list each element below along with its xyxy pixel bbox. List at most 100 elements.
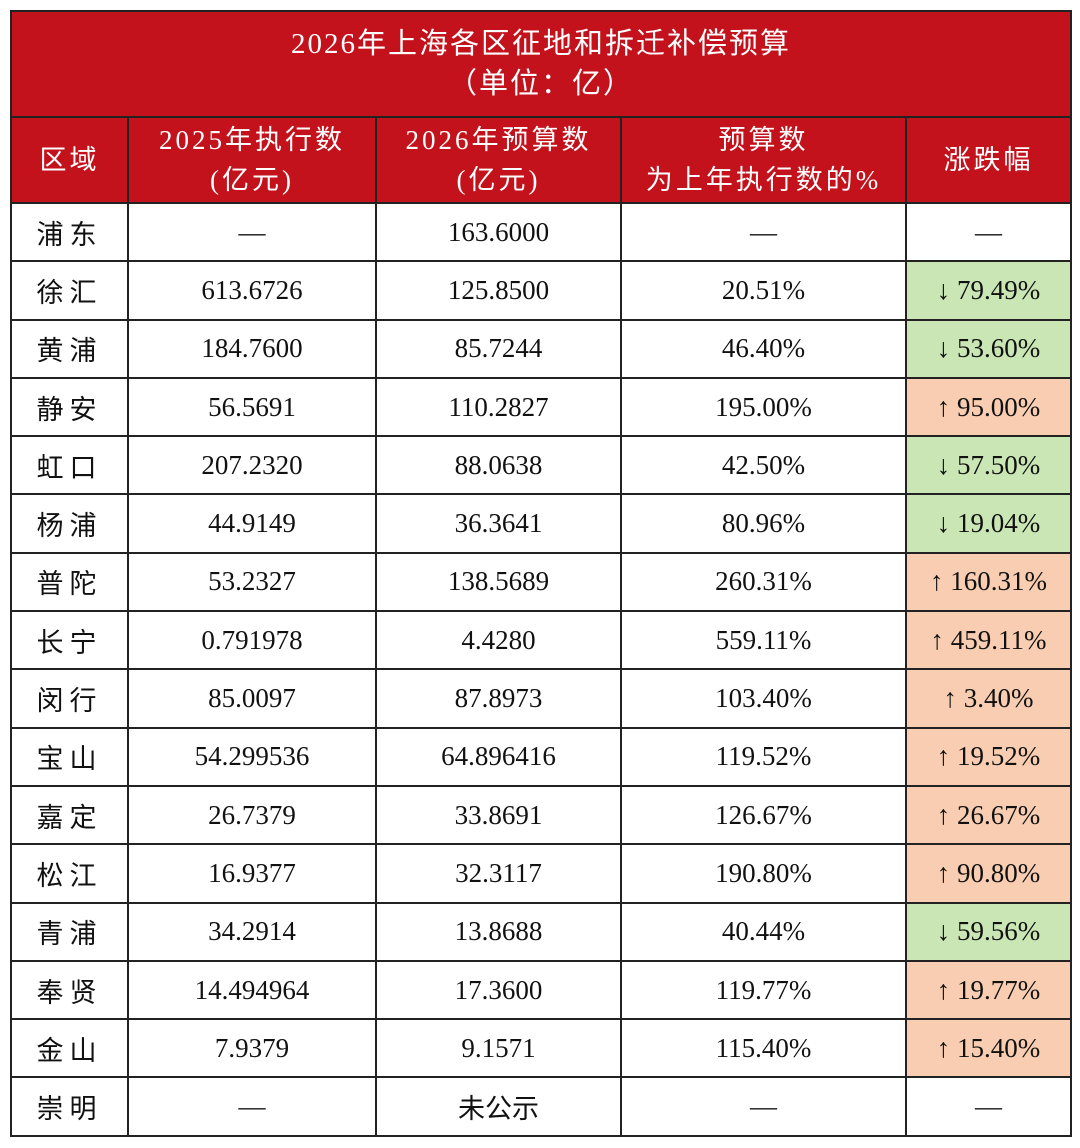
title-cell: 2026年上海各区征地和拆迁补偿预算 （单位：亿） <box>9 10 1073 118</box>
value-cell: 190.80% <box>620 843 907 904</box>
data-row: 奉贤 14.494964 17.3600 119.77% ↑ 19.77% <box>10 959 1073 1021</box>
value-cell: 13.8688 <box>375 901 622 962</box>
value-cell: ↑ 15.40% <box>904 1018 1073 1079</box>
value-cell: 0.791978 <box>127 610 377 671</box>
budget-table: 2026年上海各区征地和拆迁补偿预算 （单位：亿） 区域 2025年执行数 (亿元)… <box>9 10 1073 1137</box>
value-cell: 119.52% <box>620 726 907 787</box>
value-cell: 40.44% <box>620 901 907 962</box>
data-row: 杨浦 44.9149 36.3641 80.96% ↓ 19.04% <box>10 493 1073 554</box>
value-cell: 54.299536 <box>127 726 377 787</box>
header-text: 区域 <box>39 145 100 175</box>
value-cell: 88.0638 <box>375 435 622 496</box>
value-cell: 85.0097 <box>127 668 377 729</box>
data-row: 黄浦 184.7600 85.7244 46.40% ↓ 53.60% <box>10 318 1073 379</box>
value-cell: 64.896416 <box>375 726 622 787</box>
value-cell: 184.7600 <box>127 318 377 379</box>
value-cell: 42.50% <box>620 435 907 496</box>
data-row: 金山 7.9379 9.1571 115.40% ↑ 15.40% <box>10 1018 1073 1079</box>
value-cell: ↑ 90.80% <box>904 843 1073 904</box>
value-cell: 126.67% <box>620 784 907 846</box>
district-cell: 闵行 <box>10 668 129 729</box>
value-cell: 16.9377 <box>127 843 377 904</box>
district-cell: 崇明 <box>10 1076 129 1137</box>
value-cell: ↑ 26.67% <box>904 784 1073 846</box>
header-text: 2026年预算数 <box>405 125 592 155</box>
value-cell: ↑ 160.31% <box>904 551 1073 613</box>
unit: （单位：亿） <box>448 68 635 100</box>
header-text: (亿元) <box>210 165 294 195</box>
data-row: 徐汇 613.6726 125.8500 20.51% ↓ 79.49% <box>10 260 1073 321</box>
value-cell: — <box>904 201 1073 263</box>
data-row: 长宁 0.791978 4.4280 559.11% ↑ 459.11% <box>10 610 1073 671</box>
value-cell: 103.40% <box>620 668 907 729</box>
value-cell: 46.40% <box>620 318 907 379</box>
header-text: 预算数 <box>718 125 809 155</box>
value-cell: 14.494964 <box>127 959 377 1021</box>
title: 2026年上海各区征地和拆迁补偿预算 <box>291 28 792 60</box>
value-cell: 195.00% <box>620 376 907 438</box>
value-cell: 44.9149 <box>127 493 377 554</box>
header-text: 涨跌幅 <box>943 145 1034 175</box>
value-cell: 53.2327 <box>127 551 377 613</box>
data-row: 浦东 —163.6000— — <box>10 201 1073 263</box>
value-cell: 163.6000 <box>375 201 622 263</box>
value-cell: 4.4280 <box>375 610 622 671</box>
value-cell: 260.31% <box>620 551 907 613</box>
data-row: 静安 56.5691 110.2827 195.00% ↑ 95.00% <box>10 376 1073 438</box>
value-cell: ↑ 95.00% <box>904 376 1073 438</box>
value-cell: 559.11% <box>620 610 907 671</box>
district-cell: 长宁 <box>10 610 129 671</box>
data-row: 青浦 34.2914 13.8688 40.44% ↓ 59.56% <box>10 901 1073 962</box>
table-wrap: 2026年上海各区征地和拆迁补偿预算 （单位：亿） 区域 2025年执行数 (亿元)… <box>9 10 1073 1137</box>
data-row: 松江 16.9377 32.3117 190.80% ↑ 90.80% <box>10 843 1073 904</box>
value-cell: 7.9379 <box>127 1018 377 1079</box>
value-cell: 未公示 <box>375 1076 622 1137</box>
value-cell: 125.8500 <box>375 260 622 321</box>
value-cell: — <box>620 1076 907 1137</box>
header-cell: 区域 <box>10 116 129 204</box>
district-cell: 嘉定 <box>10 784 129 846</box>
header-text: 为上年执行数的% <box>645 165 882 195</box>
value-cell: ↓ 57.50% <box>904 435 1073 496</box>
header-row: 区域 2025年执行数 (亿元) 2026年预算数 (亿元) 预算数 为上年执行数的% 涨跌幅 <box>10 116 1073 204</box>
district-cell: 青浦 <box>10 901 129 962</box>
value-cell: ↑ 459.11% <box>904 610 1073 671</box>
district-cell: 金山 <box>10 1018 129 1079</box>
district-cell: 宝山 <box>10 726 129 787</box>
value-cell: ↓ 19.04% <box>904 493 1073 554</box>
value-cell: 87.8973 <box>375 668 622 729</box>
title-row: 2026年上海各区征地和拆迁补偿预算 （单位：亿） <box>9 10 1073 118</box>
data-row: 闵行 85.0097 87.8973 103.40% ↑ 3.40% <box>10 668 1073 729</box>
value-cell: 20.51% <box>620 260 907 321</box>
table-body: 2026年上海各区征地和拆迁补偿预算 （单位：亿） 区域 2025年执行数 (亿元)… <box>9 10 1073 1137</box>
value-cell: 138.5689 <box>375 551 622 613</box>
district-cell: 普陀 <box>10 551 129 613</box>
value-cell: 85.7244 <box>375 318 622 379</box>
value-cell: ↓ 53.60% <box>904 318 1073 379</box>
value-cell: 33.8691 <box>375 784 622 846</box>
value-cell: 36.3641 <box>375 493 622 554</box>
header-cell: 预算数为上年执行数的% <box>620 116 907 204</box>
data-row: 崇明 — 未公示 — — <box>10 1076 1073 1137</box>
value-cell: ↑ 19.77% <box>904 959 1073 1021</box>
district-cell: 虹口 <box>10 435 129 496</box>
value-cell: 9.1571 <box>375 1018 622 1079</box>
header-text: 2025年执行数 <box>159 125 345 155</box>
value-cell: 613.6726 <box>127 260 377 321</box>
value-cell: 115.40% <box>620 1018 907 1079</box>
data-row: 虹口 207.2320 88.0638 42.50% ↓ 57.50% <box>10 435 1073 496</box>
value-cell: — <box>620 201 907 263</box>
district-cell: 杨浦 <box>10 493 129 554</box>
value-cell: 110.2827 <box>375 376 622 438</box>
value-cell: 17.3600 <box>375 959 622 1021</box>
district-cell: 静安 <box>10 376 129 438</box>
header-cell: 涨跌幅 <box>904 116 1073 204</box>
value-cell: — <box>127 201 377 263</box>
value-cell: 119.77% <box>620 959 907 1021</box>
value-cell: 56.5691 <box>127 376 377 438</box>
header-cell: 2026年预算数 (亿元) <box>375 116 622 204</box>
header-cell: 2025年执行数 (亿元) <box>127 116 377 204</box>
district-cell: 浦东 <box>10 201 129 263</box>
district-cell: 松江 <box>10 843 129 904</box>
